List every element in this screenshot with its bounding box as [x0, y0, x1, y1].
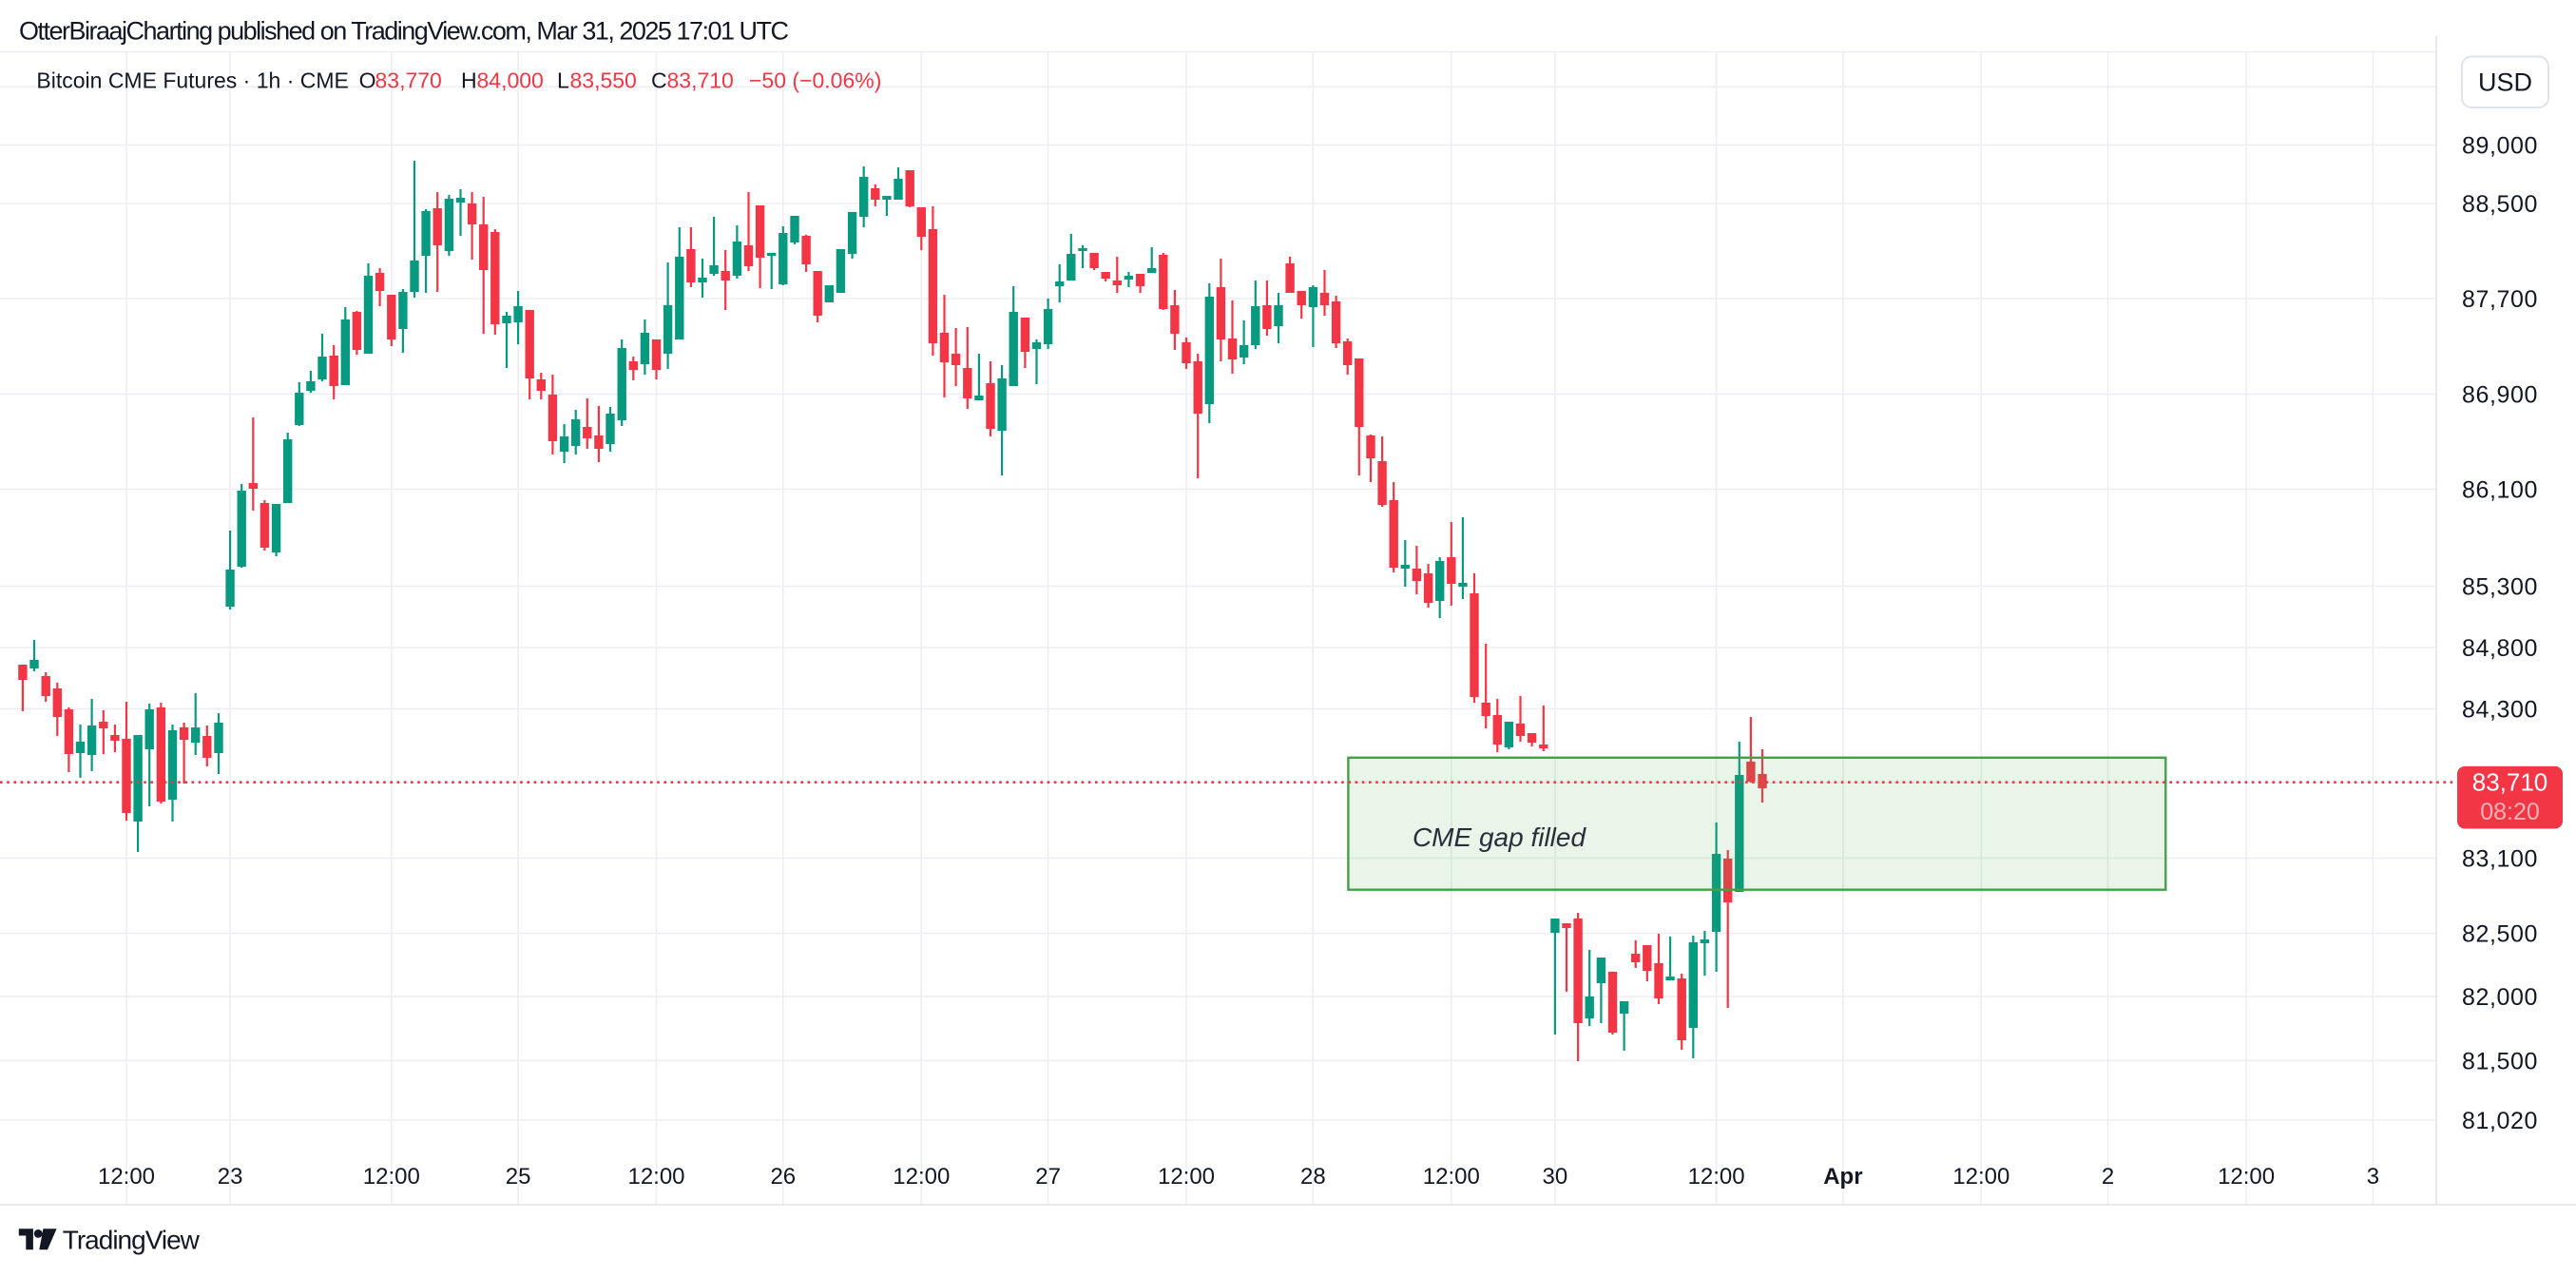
svg-text:82,500: 82,500	[2462, 920, 2538, 947]
svg-text:86,100: 86,100	[2462, 476, 2538, 503]
svg-text:28: 28	[1300, 1164, 1326, 1190]
svg-text:Apr: Apr	[1823, 1164, 1862, 1190]
svg-text:82,000: 82,000	[2462, 984, 2538, 1011]
svg-text:84,000: 84,000	[477, 68, 544, 93]
svg-text:OtterBiraajCharting published: OtterBiraajCharting published on Trading…	[19, 17, 788, 46]
svg-text:83,770: 83,770	[375, 68, 442, 93]
svg-text:12:00: 12:00	[1158, 1164, 1215, 1190]
svg-text:83,100: 83,100	[2462, 845, 2538, 872]
svg-text:84,800: 84,800	[2462, 635, 2538, 662]
svg-text:83,550: 83,550	[570, 68, 637, 93]
svg-text:12:00: 12:00	[1688, 1164, 1745, 1190]
svg-text:12:00: 12:00	[1423, 1164, 1480, 1190]
svg-text:12:00: 12:00	[363, 1164, 420, 1190]
svg-text:12:00: 12:00	[98, 1164, 155, 1190]
svg-text:12:00: 12:00	[627, 1164, 684, 1190]
svg-text:O: O	[359, 68, 376, 93]
svg-text:81,500: 81,500	[2462, 1048, 2538, 1074]
svg-text:87,700: 87,700	[2462, 286, 2538, 313]
svg-text:12:00: 12:00	[1952, 1164, 2009, 1190]
svg-text:08:20: 08:20	[2480, 799, 2540, 825]
svg-text:85,300: 85,300	[2462, 573, 2538, 600]
svg-text:Bitcoin CME Futures · 1h · CME: Bitcoin CME Futures · 1h · CME	[36, 68, 348, 93]
svg-text:H: H	[461, 68, 477, 93]
svg-text:30: 30	[1543, 1164, 1568, 1190]
svg-text:26: 26	[770, 1164, 796, 1190]
svg-text:2: 2	[2102, 1164, 2114, 1190]
svg-text:27: 27	[1035, 1164, 1061, 1190]
svg-text:12:00: 12:00	[2218, 1164, 2275, 1190]
svg-text:86,900: 86,900	[2462, 381, 2538, 408]
svg-text:84,300: 84,300	[2462, 696, 2538, 723]
svg-text:89,000: 89,000	[2462, 132, 2538, 159]
svg-text:23: 23	[218, 1164, 243, 1190]
svg-text:−50 (−0.06%): −50 (−0.06%)	[749, 68, 881, 93]
svg-text:TradingView: TradingView	[63, 1226, 201, 1255]
svg-text:83,710: 83,710	[667, 68, 734, 93]
svg-text:25: 25	[506, 1164, 531, 1190]
svg-text:C: C	[651, 68, 667, 93]
svg-text:12:00: 12:00	[893, 1164, 950, 1190]
svg-text:83,710: 83,710	[2472, 768, 2548, 797]
svg-text:USD: USD	[2478, 68, 2532, 97]
svg-text:88,500: 88,500	[2462, 191, 2538, 218]
svg-text:L: L	[557, 68, 569, 93]
svg-text:CME gap filled: CME gap filled	[1413, 822, 1587, 852]
svg-text:3: 3	[2367, 1164, 2379, 1190]
svg-text:81,020: 81,020	[2462, 1108, 2538, 1134]
